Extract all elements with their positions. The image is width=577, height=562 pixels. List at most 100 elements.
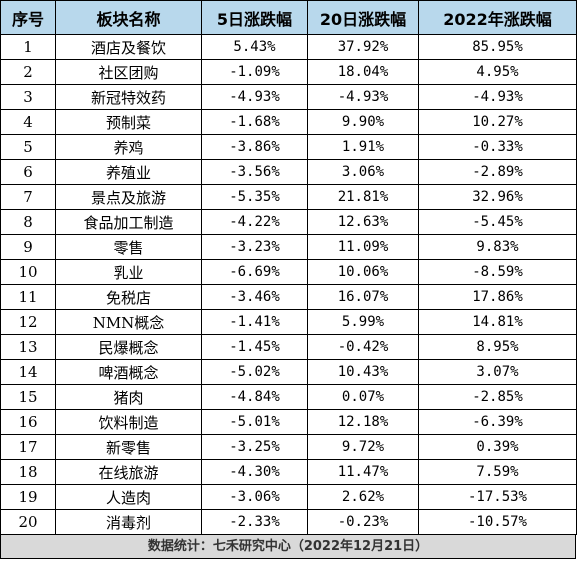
change-5day: -6.69% bbox=[201, 259, 308, 285]
change-2022: -4.93% bbox=[418, 84, 577, 110]
header-2022-change: 2022年涨跌幅 bbox=[418, 0, 577, 35]
change-2022: 32.96% bbox=[418, 184, 577, 210]
change-20day: 12.18% bbox=[307, 409, 419, 435]
table-row: 17 新零售 -3.25% 9.72% 0.39% bbox=[0, 434, 577, 460]
row-index: 7 bbox=[0, 184, 56, 210]
row-index: 14 bbox=[0, 359, 56, 385]
table-row: 20 消毒剂 -2.33% -0.23% -10.57% bbox=[0, 509, 577, 535]
row-index: 6 bbox=[0, 159, 56, 185]
sector-name: 食品加工制造 bbox=[55, 209, 202, 235]
change-2022: 4.95% bbox=[418, 59, 577, 85]
change-20day: 9.72% bbox=[307, 434, 419, 460]
change-20day: 12.63% bbox=[307, 209, 419, 235]
change-20day: 16.07% bbox=[307, 284, 419, 310]
change-20day: 0.07% bbox=[307, 384, 419, 410]
table-row: 8 食品加工制造 -4.22% 12.63% -5.45% bbox=[0, 209, 577, 235]
sector-name: 啤酒概念 bbox=[55, 359, 202, 385]
row-index: 16 bbox=[0, 409, 56, 435]
data-source-footer: 数据统计：七禾研究中心（2022年12月21日） bbox=[0, 535, 576, 559]
row-index: 1 bbox=[0, 34, 56, 60]
table-row: 12 NMN概念 -1.41% 5.99% 14.81% bbox=[0, 309, 577, 335]
change-2022: -2.89% bbox=[418, 159, 577, 185]
change-5day: 5.43% bbox=[201, 34, 308, 60]
change-5day: -1.68% bbox=[201, 109, 308, 135]
sector-name: 乳业 bbox=[55, 259, 202, 285]
change-5day: -4.30% bbox=[201, 459, 308, 485]
sector-name: 零售 bbox=[55, 234, 202, 260]
row-index: 11 bbox=[0, 284, 56, 310]
change-20day: -0.23% bbox=[307, 509, 419, 535]
header-5day-change: 5日涨跌幅 bbox=[201, 0, 308, 35]
sector-name: 新冠特效药 bbox=[55, 84, 202, 110]
change-5day: -3.86% bbox=[201, 134, 308, 160]
change-2022: 85.95% bbox=[418, 34, 577, 60]
row-index: 4 bbox=[0, 109, 56, 135]
sector-name: 养鸡 bbox=[55, 134, 202, 160]
change-20day: 37.92% bbox=[307, 34, 419, 60]
change-20day: 5.99% bbox=[307, 309, 419, 335]
sector-name: NMN概念 bbox=[55, 309, 202, 335]
row-index: 10 bbox=[0, 259, 56, 285]
row-index: 3 bbox=[0, 84, 56, 110]
sector-name: 消毒剂 bbox=[55, 509, 202, 535]
row-index: 5 bbox=[0, 134, 56, 160]
table-row: 11 免税店 -3.46% 16.07% 17.86% bbox=[0, 284, 577, 310]
change-2022: 9.83% bbox=[418, 234, 577, 260]
table-row: 16 饮料制造 -5.01% 12.18% -6.39% bbox=[0, 409, 577, 435]
change-2022: 0.39% bbox=[418, 434, 577, 460]
row-index: 15 bbox=[0, 384, 56, 410]
change-2022: 14.81% bbox=[418, 309, 577, 335]
change-2022: -6.39% bbox=[418, 409, 577, 435]
change-5day: -3.25% bbox=[201, 434, 308, 460]
change-2022: 10.27% bbox=[418, 109, 577, 135]
change-2022: 3.07% bbox=[418, 359, 577, 385]
sector-name: 新零售 bbox=[55, 434, 202, 460]
change-20day: 9.90% bbox=[307, 109, 419, 135]
sector-name: 猪肉 bbox=[55, 384, 202, 410]
sector-name: 社区团购 bbox=[55, 59, 202, 85]
table-row: 19 人造肉 -3.06% 2.62% -17.53% bbox=[0, 484, 577, 510]
change-5day: -4.22% bbox=[201, 209, 308, 235]
change-20day: 11.09% bbox=[307, 234, 419, 260]
table-row: 3 新冠特效药 -4.93% -4.93% -4.93% bbox=[0, 84, 577, 110]
change-20day: -0.42% bbox=[307, 334, 419, 360]
table-row: 15 猪肉 -4.84% 0.07% -2.85% bbox=[0, 384, 577, 410]
table-body: 1 酒店及餐饮 5.43% 37.92% 85.95% 2 社区团购 -1.09% 18.04%… bbox=[0, 34, 577, 535]
header-20day-change: 20日涨跌幅 bbox=[307, 0, 419, 35]
change-2022: 17.86% bbox=[418, 284, 577, 310]
change-2022: -17.53% bbox=[418, 484, 577, 510]
row-index: 2 bbox=[0, 59, 56, 85]
table-row: 9 零售 -3.23% 11.09% 9.83% bbox=[0, 234, 577, 260]
change-20day: -4.93% bbox=[307, 84, 419, 110]
table-row: 10 乳业 -6.69% 10.06% -8.59% bbox=[0, 259, 577, 285]
row-index: 17 bbox=[0, 434, 56, 460]
change-5day: -5.35% bbox=[201, 184, 308, 210]
change-20day: 1.91% bbox=[307, 134, 419, 160]
change-5day: -3.56% bbox=[201, 159, 308, 185]
sector-name: 免税店 bbox=[55, 284, 202, 310]
change-2022: -2.85% bbox=[418, 384, 577, 410]
change-5day: -1.09% bbox=[201, 59, 308, 85]
change-5day: -1.41% bbox=[201, 309, 308, 335]
change-20day: 10.43% bbox=[307, 359, 419, 385]
sector-name: 养殖业 bbox=[55, 159, 202, 185]
table-row: 1 酒店及餐饮 5.43% 37.92% 85.95% bbox=[0, 34, 577, 60]
change-5day: -4.93% bbox=[201, 84, 308, 110]
table-row: 2 社区团购 -1.09% 18.04% 4.95% bbox=[0, 59, 577, 85]
change-2022: -8.59% bbox=[418, 259, 577, 285]
change-2022: 7.59% bbox=[418, 459, 577, 485]
change-5day: -4.84% bbox=[201, 384, 308, 410]
change-20day: 10.06% bbox=[307, 259, 419, 285]
change-2022: -10.57% bbox=[418, 509, 577, 535]
change-5day: -5.02% bbox=[201, 359, 308, 385]
row-index: 19 bbox=[0, 484, 56, 510]
sector-name: 预制菜 bbox=[55, 109, 202, 135]
table-row: 13 民爆概念 -1.45% -0.42% 8.95% bbox=[0, 334, 577, 360]
row-index: 8 bbox=[0, 209, 56, 235]
row-index: 12 bbox=[0, 309, 56, 335]
sector-performance-table: 序号 板块名称 5日涨跌幅 20日涨跌幅 2022年涨跌幅 1 酒店及餐饮 5.43% 37.… bbox=[0, 0, 577, 535]
change-20day: 18.04% bbox=[307, 59, 419, 85]
change-20day: 3.06% bbox=[307, 159, 419, 185]
header-index: 序号 bbox=[0, 0, 56, 35]
change-20day: 21.81% bbox=[307, 184, 419, 210]
